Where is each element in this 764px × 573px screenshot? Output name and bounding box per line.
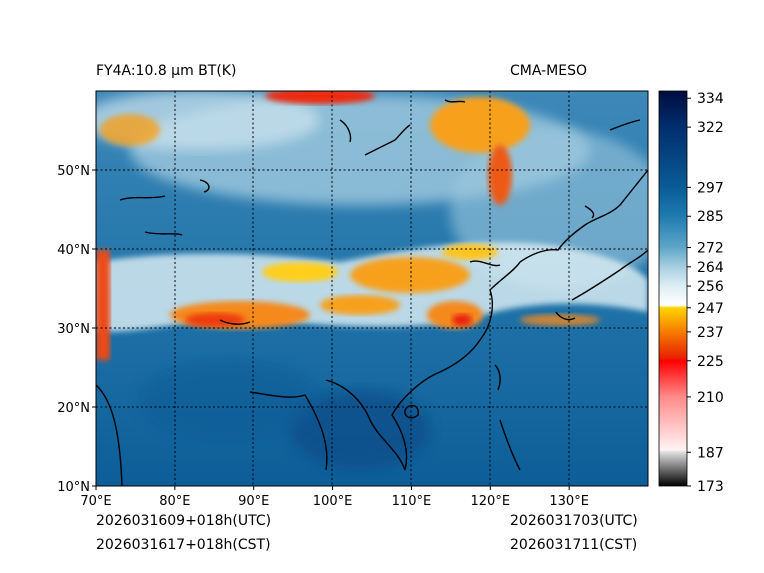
lat-tick-label: 40°N xyxy=(57,243,90,258)
init-time-cst: 2026031617+018h(CST) xyxy=(96,537,271,553)
colorbar-tick-label: 187 xyxy=(697,445,724,461)
valid-time-cst: 2026031711(CST) xyxy=(510,537,638,553)
lon-tick-label: 90°E xyxy=(238,494,269,509)
colorbar-tick-label: 247 xyxy=(697,301,724,317)
latitude-axis: 10°N 20°N 30°N 40°N 50°N xyxy=(57,164,96,495)
lat-tick-label: 20°N xyxy=(57,401,90,416)
model-name: CMA-MESO xyxy=(510,63,588,79)
lat-tick-label: 50°N xyxy=(57,164,90,179)
graticule xyxy=(96,91,648,486)
colorbar-tick-label: 322 xyxy=(697,120,724,136)
lon-tick-label: 130°E xyxy=(549,494,589,509)
colorbar-tick-label: 264 xyxy=(697,260,724,276)
lon-tick-label: 70°E xyxy=(80,494,111,509)
colorbar xyxy=(659,91,687,486)
map-title: FY4A:10.8 µm BT(K) xyxy=(96,63,237,79)
coastlines xyxy=(96,99,648,486)
colorbar-tick-label: 256 xyxy=(697,279,724,295)
lat-tick-label: 10°N xyxy=(57,480,90,495)
colorbar-tick-label: 237 xyxy=(697,325,724,341)
colorbar-frame xyxy=(658,90,688,487)
map-imagery xyxy=(96,91,648,486)
lon-tick-label: 120°E xyxy=(471,494,511,509)
lat-tick-label: 30°N xyxy=(57,322,90,337)
colorbar-ticks: 334 322 297 285 272 264 256 247 237 225 210 187 173 xyxy=(687,91,724,495)
colorbar-tick-label: 297 xyxy=(697,180,724,196)
lon-tick-label: 100°E xyxy=(313,494,353,509)
init-time-utc: 2026031609+018h(UTC) xyxy=(96,513,272,529)
map-frame xyxy=(95,90,649,487)
lon-tick-label: 80°E xyxy=(159,494,190,509)
colorbar-tick-label: 173 xyxy=(697,479,724,495)
colorbar-tick-label: 225 xyxy=(697,354,724,370)
colorbar-tick-label: 334 xyxy=(697,91,724,107)
colorbar-tick-label: 272 xyxy=(697,241,724,257)
longitude-axis: 70°E 80°E 90°E 100°E 110°E 120°E 130°E xyxy=(80,486,589,509)
colorbar-tick-label: 285 xyxy=(697,209,724,225)
lon-tick-label: 110°E xyxy=(392,494,432,509)
valid-time-utc: 2026031703(UTC) xyxy=(510,513,638,529)
colorbar-tick-label: 210 xyxy=(697,390,724,406)
